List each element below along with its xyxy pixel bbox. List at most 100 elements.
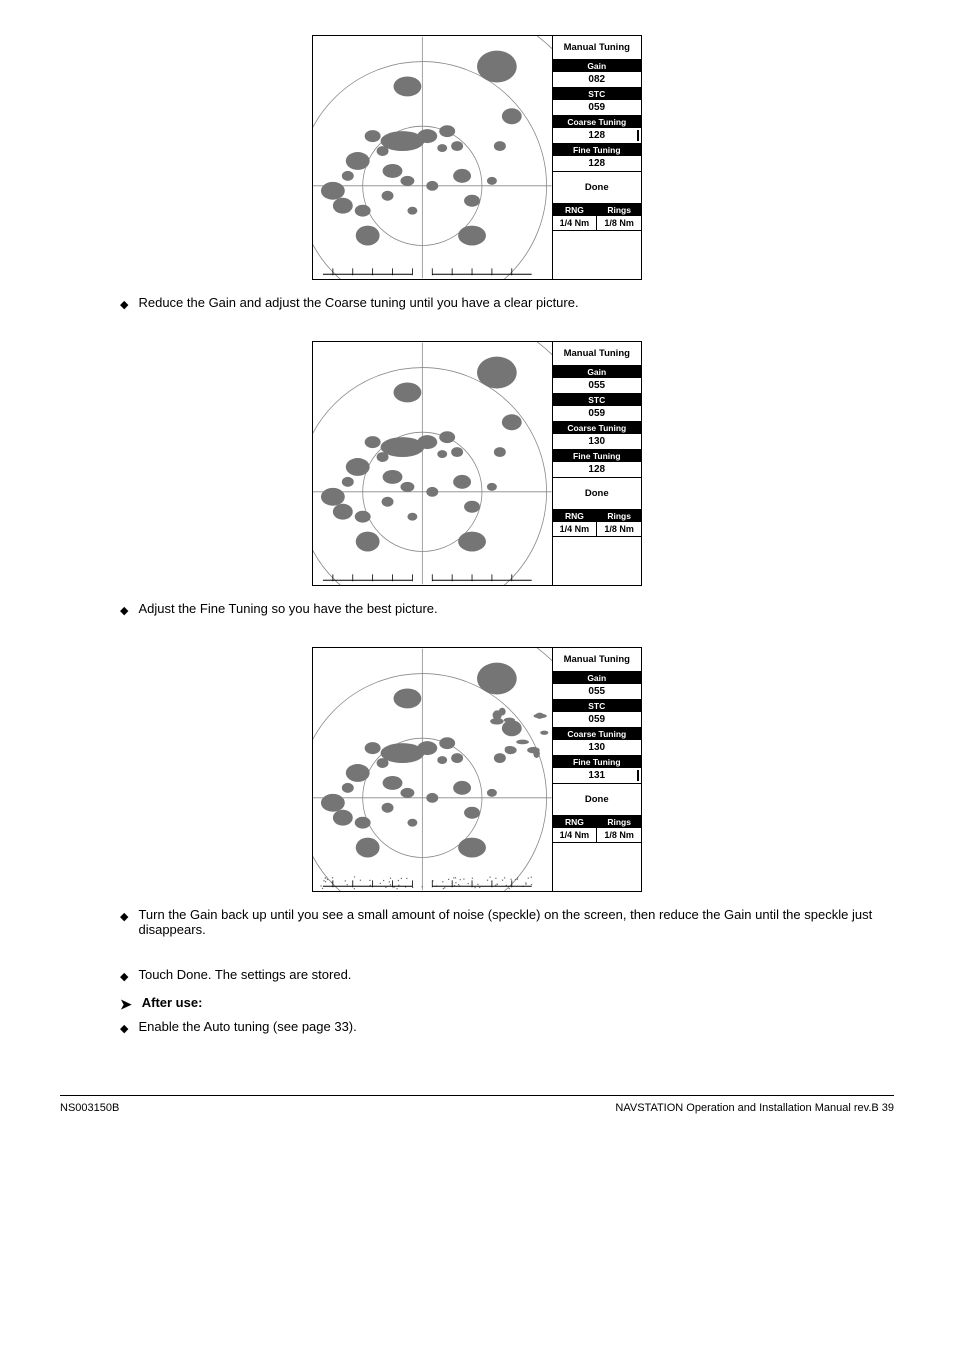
cursor-icon xyxy=(637,770,639,781)
radar-container: Manual Tuning Gain 055 STC 059 Coarse Tu… xyxy=(312,647,642,892)
rings-cell: Rings 1/8 Nm xyxy=(597,816,641,842)
radar-panel: Manual Tuning Gain 082 STC 059 Coarse Tu… xyxy=(552,36,641,279)
stc-value[interactable]: 059 xyxy=(553,406,641,421)
bullet-icon: ◆ xyxy=(120,1022,128,1035)
end-caption: Touch Done. The settings are stored. xyxy=(138,967,894,982)
coarse-section: Coarse Tuning 130 xyxy=(553,727,641,755)
radar-display xyxy=(313,648,552,891)
gain-value[interactable]: 082 xyxy=(553,72,641,87)
radar-display xyxy=(313,36,552,279)
rings-cell: Rings 1/8 Nm xyxy=(597,204,641,230)
stc-section: STC 059 xyxy=(553,393,641,421)
fine-label: Fine Tuning xyxy=(553,144,641,156)
rng-value[interactable]: 1/4 Nm xyxy=(553,216,597,230)
figure-caption: Reduce the Gain and adjust the Coarse tu… xyxy=(138,295,894,310)
rings-cell: Rings 1/8 Nm xyxy=(597,510,641,536)
stc-section: STC 059 xyxy=(553,87,641,115)
rng-row: RNG 1/4 Nm Rings 1/8 Nm xyxy=(553,203,641,230)
stc-section: STC 059 xyxy=(553,699,641,727)
rng-cell: RNG 1/4 Nm xyxy=(553,816,598,842)
bullet-icon: ◆ xyxy=(120,604,128,617)
rng-value[interactable]: 1/4 Nm xyxy=(553,522,597,536)
figure-caption-row: ◆ Reduce the Gain and adjust the Coarse … xyxy=(120,295,894,311)
gain-label: Gain xyxy=(553,672,641,684)
rings-label: Rings xyxy=(597,204,641,216)
gain-value[interactable]: 055 xyxy=(553,684,641,699)
radar-plot xyxy=(313,342,552,585)
stc-label: STC xyxy=(553,700,641,712)
done-button[interactable]: Done xyxy=(553,783,641,815)
gain-label: Gain xyxy=(553,60,641,72)
rings-value[interactable]: 1/8 Nm xyxy=(597,828,641,842)
fine-label: Fine Tuning xyxy=(553,756,641,768)
stc-label: STC xyxy=(553,394,641,406)
coarse-value[interactable]: 130 xyxy=(553,434,641,449)
cursor-icon xyxy=(637,130,639,141)
radar-display xyxy=(313,342,552,585)
footer-divider xyxy=(60,1095,894,1096)
rng-cell: RNG 1/4 Nm xyxy=(553,510,598,536)
rng-label: RNG xyxy=(553,816,597,828)
end-caption-row: ◆ Touch Done. The settings are stored. xyxy=(120,967,894,983)
gain-section: Gain 055 xyxy=(553,671,641,699)
bullet-icon: ◆ xyxy=(120,910,128,923)
fine-value[interactable]: 131 xyxy=(553,768,641,783)
radar-container: Manual Tuning Gain 082 STC 059 Coarse Tu… xyxy=(312,35,642,280)
note-text-row: ◆ Enable the Auto tuning (see page 33). xyxy=(120,1019,894,1035)
fine-section: Fine Tuning 128 xyxy=(553,449,641,477)
coarse-section: Coarse Tuning 130 xyxy=(553,421,641,449)
arrow-icon: ➤ xyxy=(120,996,132,1013)
rings-label: Rings xyxy=(597,816,641,828)
fine-label: Fine Tuning xyxy=(553,450,641,462)
rings-value[interactable]: 1/8 Nm xyxy=(597,216,641,230)
stc-label: STC xyxy=(553,88,641,100)
figure-block: Manual Tuning Gain 055 STC 059 Coarse Tu… xyxy=(60,341,894,617)
fine-value[interactable]: 128 xyxy=(553,156,641,171)
gain-value[interactable]: 055 xyxy=(553,378,641,393)
coarse-label: Coarse Tuning xyxy=(553,116,641,128)
page-footer: NS003150B NAVSTATION Operation and Insta… xyxy=(60,1102,894,1114)
bullet-icon: ◆ xyxy=(120,298,128,311)
figure-block: Manual Tuning Gain 082 STC 059 Coarse Tu… xyxy=(60,35,894,311)
radar-panel: Manual Tuning Gain 055 STC 059 Coarse Tu… xyxy=(552,648,641,891)
fine-value[interactable]: 128 xyxy=(553,462,641,477)
figure-caption: Turn the Gain back up until you see a sm… xyxy=(138,907,894,937)
rings-value[interactable]: 1/8 Nm xyxy=(597,522,641,536)
figure-block: Manual Tuning Gain 055 STC 059 Coarse Tu… xyxy=(60,647,894,937)
radar-panel: Manual Tuning Gain 055 STC 059 Coarse Tu… xyxy=(552,342,641,585)
radar-plot xyxy=(313,648,552,891)
coarse-section: Coarse Tuning 128 xyxy=(553,115,641,143)
gain-label: Gain xyxy=(553,366,641,378)
rng-value[interactable]: 1/4 Nm xyxy=(553,828,597,842)
rng-label: RNG xyxy=(553,204,597,216)
note-text: Enable the Auto tuning (see page 33). xyxy=(138,1019,356,1034)
coarse-label: Coarse Tuning xyxy=(553,728,641,740)
rings-label: Rings xyxy=(597,510,641,522)
coarse-value[interactable]: 128 xyxy=(553,128,641,143)
radar-container: Manual Tuning Gain 055 STC 059 Coarse Tu… xyxy=(312,341,642,586)
panel-spacer xyxy=(553,842,641,891)
panel-spacer xyxy=(553,536,641,585)
figure-caption: Adjust the Fine Tuning so you have the b… xyxy=(138,601,894,616)
radar-figure: Manual Tuning Gain 055 STC 059 Coarse Tu… xyxy=(60,647,894,892)
radar-figure: Manual Tuning Gain 055 STC 059 Coarse Tu… xyxy=(60,341,894,586)
panel-title: Manual Tuning xyxy=(553,36,641,59)
figure-caption-row: ◆ Adjust the Fine Tuning so you have the… xyxy=(120,601,894,617)
done-button[interactable]: Done xyxy=(553,171,641,203)
stc-value[interactable]: 059 xyxy=(553,100,641,115)
done-button[interactable]: Done xyxy=(553,477,641,509)
coarse-value[interactable]: 130 xyxy=(553,740,641,755)
fine-section: Fine Tuning 131 xyxy=(553,755,641,783)
rng-row: RNG 1/4 Nm Rings 1/8 Nm xyxy=(553,509,641,536)
figure-caption-row: ◆ Turn the Gain back up until you see a … xyxy=(120,907,894,937)
stc-value[interactable]: 059 xyxy=(553,712,641,727)
gain-section: Gain 082 xyxy=(553,59,641,87)
rng-cell: RNG 1/4 Nm xyxy=(553,204,598,230)
radar-figure: Manual Tuning Gain 082 STC 059 Coarse Tu… xyxy=(60,35,894,280)
coarse-label: Coarse Tuning xyxy=(553,422,641,434)
fine-section: Fine Tuning 128 xyxy=(553,143,641,171)
panel-spacer xyxy=(553,230,641,279)
radar-plot xyxy=(313,36,552,279)
footer-right: NAVSTATION Operation and Installation Ma… xyxy=(615,1102,894,1114)
note-heading-row: ➤ After use: xyxy=(120,995,894,1013)
